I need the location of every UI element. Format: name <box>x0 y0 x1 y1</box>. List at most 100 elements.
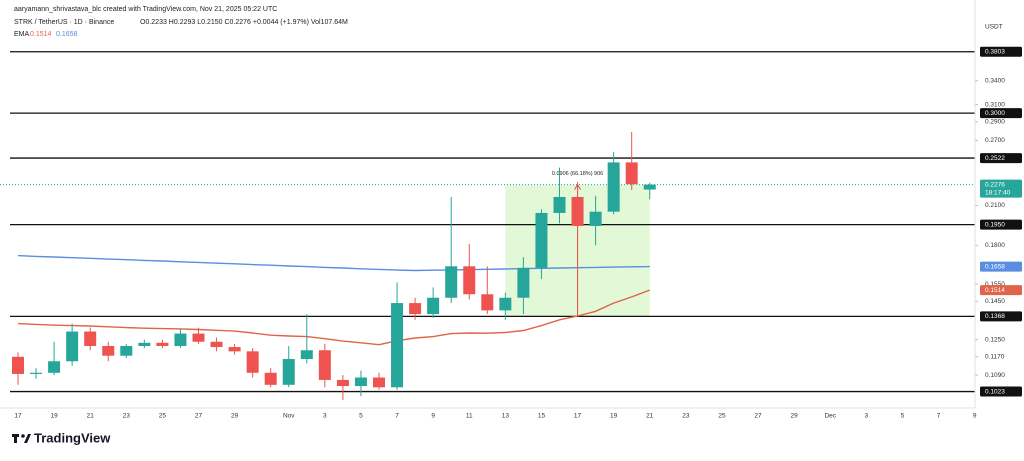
ema-line <box>17 289 651 346</box>
candle-body <box>427 297 440 315</box>
y-tick-label: 0.1550 <box>985 281 1005 288</box>
candle-body <box>409 303 422 315</box>
x-tick-label: 23 <box>682 413 690 420</box>
level-label-box <box>980 108 1022 119</box>
x-tick-label: 21 <box>646 413 654 420</box>
countdown: 18:17:40 <box>985 189 1011 196</box>
level-label-box <box>980 153 1022 164</box>
candle-body <box>336 379 349 387</box>
ema-label-box <box>980 285 1022 296</box>
y-tick-label: 0.1450 <box>985 298 1005 305</box>
y-tick-label: 0.3100 <box>985 101 1005 108</box>
candle-body <box>300 350 313 360</box>
x-tick-label: 7 <box>395 413 399 420</box>
level-label-box <box>980 46 1022 57</box>
candle-body <box>156 342 169 346</box>
candle-body <box>643 184 656 190</box>
x-tick-label: 21 <box>87 413 95 420</box>
candle-body <box>391 303 404 388</box>
candle-body <box>463 266 476 295</box>
x-tick-label: 27 <box>195 413 203 420</box>
ema-legend-value: 0.1514 <box>30 31 52 38</box>
y-tick-label: 0.2700 <box>985 137 1005 144</box>
candle-body <box>66 331 79 362</box>
y-tick-label: 0.1250 <box>985 336 1005 343</box>
x-tick-label: 5 <box>359 413 363 420</box>
logo <box>12 434 31 443</box>
y-tick-label: 0.3400 <box>985 77 1005 84</box>
candle-body <box>481 294 494 311</box>
x-tick-label: 29 <box>231 413 239 420</box>
level-label: 0.1023 <box>985 388 1005 395</box>
candle-body <box>228 347 241 352</box>
price-label: 0.2276 <box>985 181 1005 188</box>
candle-body <box>625 162 638 185</box>
ema-label: 0.1514 <box>985 287 1005 294</box>
ema-line <box>17 254 650 272</box>
candle-body <box>120 345 133 356</box>
candle-body <box>553 196 566 213</box>
ema-label: 0.1658 <box>985 263 1005 270</box>
candle-body <box>192 333 205 342</box>
level-label-box <box>980 386 1022 397</box>
candle-body <box>102 345 115 356</box>
readout: O0.2233 H0.2293 L0.2150 C0.2276 +0.0044 … <box>140 19 348 26</box>
level-label: 0.2522 <box>985 155 1005 162</box>
candle-body <box>499 297 512 311</box>
candle-body <box>282 359 295 385</box>
candle-body <box>30 372 43 374</box>
x-tick-label: 3 <box>865 413 869 420</box>
x-tick-label: 17 <box>574 413 582 420</box>
x-tick-label: Dec <box>824 413 836 420</box>
x-tick-label: 25 <box>718 413 726 420</box>
measure-label: 0.0906 (66.18%) 906 <box>552 171 603 177</box>
ema-label-box <box>980 261 1022 272</box>
candle-body <box>264 372 277 385</box>
brand: TradingView <box>34 430 111 445</box>
candle-body <box>138 342 151 346</box>
x-tick-label: Nov <box>283 413 295 420</box>
x-tick-label: 17 <box>14 413 22 420</box>
y-tick-label: 0.1170 <box>985 354 1005 361</box>
candle-body <box>354 377 367 387</box>
x-tick-label: 3 <box>323 413 327 420</box>
candle-body <box>48 361 61 373</box>
x-tick-label: 13 <box>502 413 510 420</box>
candle-body <box>246 351 259 373</box>
symbol: STRK / TetherUS · 1D · Binance <box>14 19 114 26</box>
level-label: 0.3000 <box>985 110 1005 117</box>
x-tick-label: 9 <box>973 413 977 420</box>
candle-body <box>571 196 584 226</box>
indicator-label: EMA <box>14 31 30 38</box>
x-tick-label: 9 <box>431 413 435 420</box>
candle-body <box>607 162 620 212</box>
y-tick-label: 0.2900 <box>985 119 1005 126</box>
ema-legend-value: 0.1658 <box>56 31 78 38</box>
candle-body <box>373 377 385 388</box>
x-tick-label: 7 <box>937 413 941 420</box>
candle-body <box>517 267 530 298</box>
level-label: 0.3803 <box>985 49 1005 56</box>
price-label-box <box>980 179 1022 198</box>
level-label-box <box>980 311 1022 322</box>
candle-body <box>84 331 97 346</box>
level-label: 0.1368 <box>985 313 1005 320</box>
candle-body <box>210 341 223 348</box>
level-label-box <box>980 219 1022 230</box>
x-tick-label: 23 <box>123 413 131 420</box>
x-tick-label: 19 <box>50 413 58 420</box>
x-tick-label: 11 <box>466 413 473 420</box>
x-tick-label: 15 <box>538 413 546 420</box>
currency: USDT <box>985 24 1003 31</box>
x-tick-label: 25 <box>159 413 167 420</box>
y-tick-label: 0.2100 <box>985 202 1005 209</box>
candle-body <box>174 333 187 346</box>
candle-body <box>318 350 331 380</box>
level-label: 0.1950 <box>985 221 1005 228</box>
x-tick-label: 19 <box>610 413 618 420</box>
header: aaryamann_shrivastava_blc created with T… <box>14 6 277 13</box>
y-tick-label: 0.1090 <box>985 372 1005 379</box>
y-tick-label: 0.1800 <box>985 242 1005 249</box>
candle-body <box>12 356 24 374</box>
